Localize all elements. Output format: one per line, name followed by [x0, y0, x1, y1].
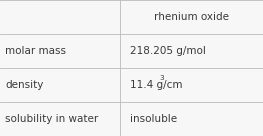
Text: molar mass: molar mass: [5, 46, 66, 56]
Text: 218.205 g/mol: 218.205 g/mol: [130, 46, 206, 56]
Text: rhenium oxide: rhenium oxide: [154, 12, 229, 22]
Text: 3: 3: [160, 75, 164, 81]
Text: density: density: [5, 80, 44, 90]
Text: insoluble: insoluble: [130, 114, 177, 124]
Text: 11.4 g/cm: 11.4 g/cm: [130, 80, 183, 90]
Text: solubility in water: solubility in water: [5, 114, 99, 124]
